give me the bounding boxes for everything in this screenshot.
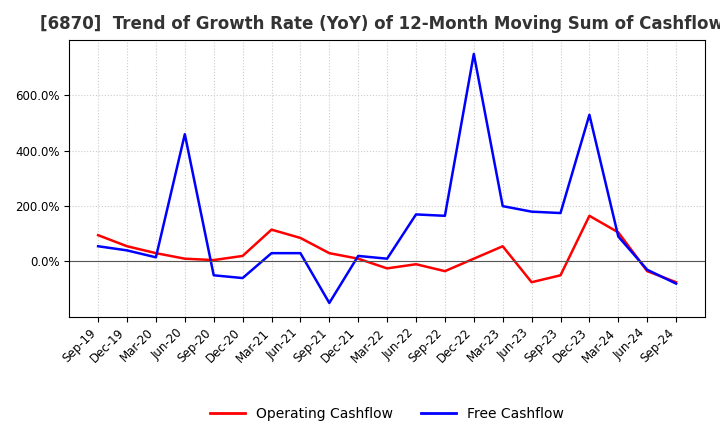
- Free Cashflow: [325, 301, 333, 306]
- Operating Cashflow: [643, 268, 652, 274]
- Operating Cashflow: [325, 250, 333, 256]
- Free Cashflow: [614, 234, 623, 239]
- Line: Free Cashflow: Free Cashflow: [98, 54, 676, 303]
- Operating Cashflow: [469, 256, 478, 261]
- Free Cashflow: [383, 256, 392, 261]
- Operating Cashflow: [122, 244, 131, 249]
- Operating Cashflow: [412, 262, 420, 267]
- Operating Cashflow: [498, 244, 507, 249]
- Operating Cashflow: [152, 250, 161, 256]
- Operating Cashflow: [383, 266, 392, 271]
- Free Cashflow: [672, 281, 680, 286]
- Operating Cashflow: [296, 235, 305, 241]
- Operating Cashflow: [238, 253, 247, 259]
- Operating Cashflow: [527, 279, 536, 285]
- Free Cashflow: [210, 273, 218, 278]
- Free Cashflow: [469, 51, 478, 57]
- Operating Cashflow: [354, 256, 363, 261]
- Free Cashflow: [296, 250, 305, 256]
- Free Cashflow: [181, 132, 189, 137]
- Free Cashflow: [94, 244, 102, 249]
- Free Cashflow: [122, 248, 131, 253]
- Operating Cashflow: [210, 257, 218, 263]
- Operating Cashflow: [267, 227, 276, 232]
- Free Cashflow: [527, 209, 536, 214]
- Free Cashflow: [643, 267, 652, 272]
- Free Cashflow: [412, 212, 420, 217]
- Free Cashflow: [585, 112, 594, 117]
- Free Cashflow: [556, 210, 564, 216]
- Free Cashflow: [498, 203, 507, 209]
- Operating Cashflow: [672, 279, 680, 285]
- Operating Cashflow: [441, 268, 449, 274]
- Operating Cashflow: [614, 230, 623, 235]
- Title: [6870]  Trend of Growth Rate (YoY) of 12-Month Moving Sum of Cashflows: [6870] Trend of Growth Rate (YoY) of 12-…: [40, 15, 720, 33]
- Free Cashflow: [354, 253, 363, 259]
- Free Cashflow: [441, 213, 449, 218]
- Operating Cashflow: [585, 213, 594, 218]
- Free Cashflow: [238, 275, 247, 281]
- Operating Cashflow: [94, 232, 102, 238]
- Free Cashflow: [152, 255, 161, 260]
- Line: Operating Cashflow: Operating Cashflow: [98, 216, 676, 282]
- Operating Cashflow: [181, 256, 189, 261]
- Legend: Operating Cashflow, Free Cashflow: Operating Cashflow, Free Cashflow: [205, 401, 570, 426]
- Free Cashflow: [267, 250, 276, 256]
- Operating Cashflow: [556, 273, 564, 278]
